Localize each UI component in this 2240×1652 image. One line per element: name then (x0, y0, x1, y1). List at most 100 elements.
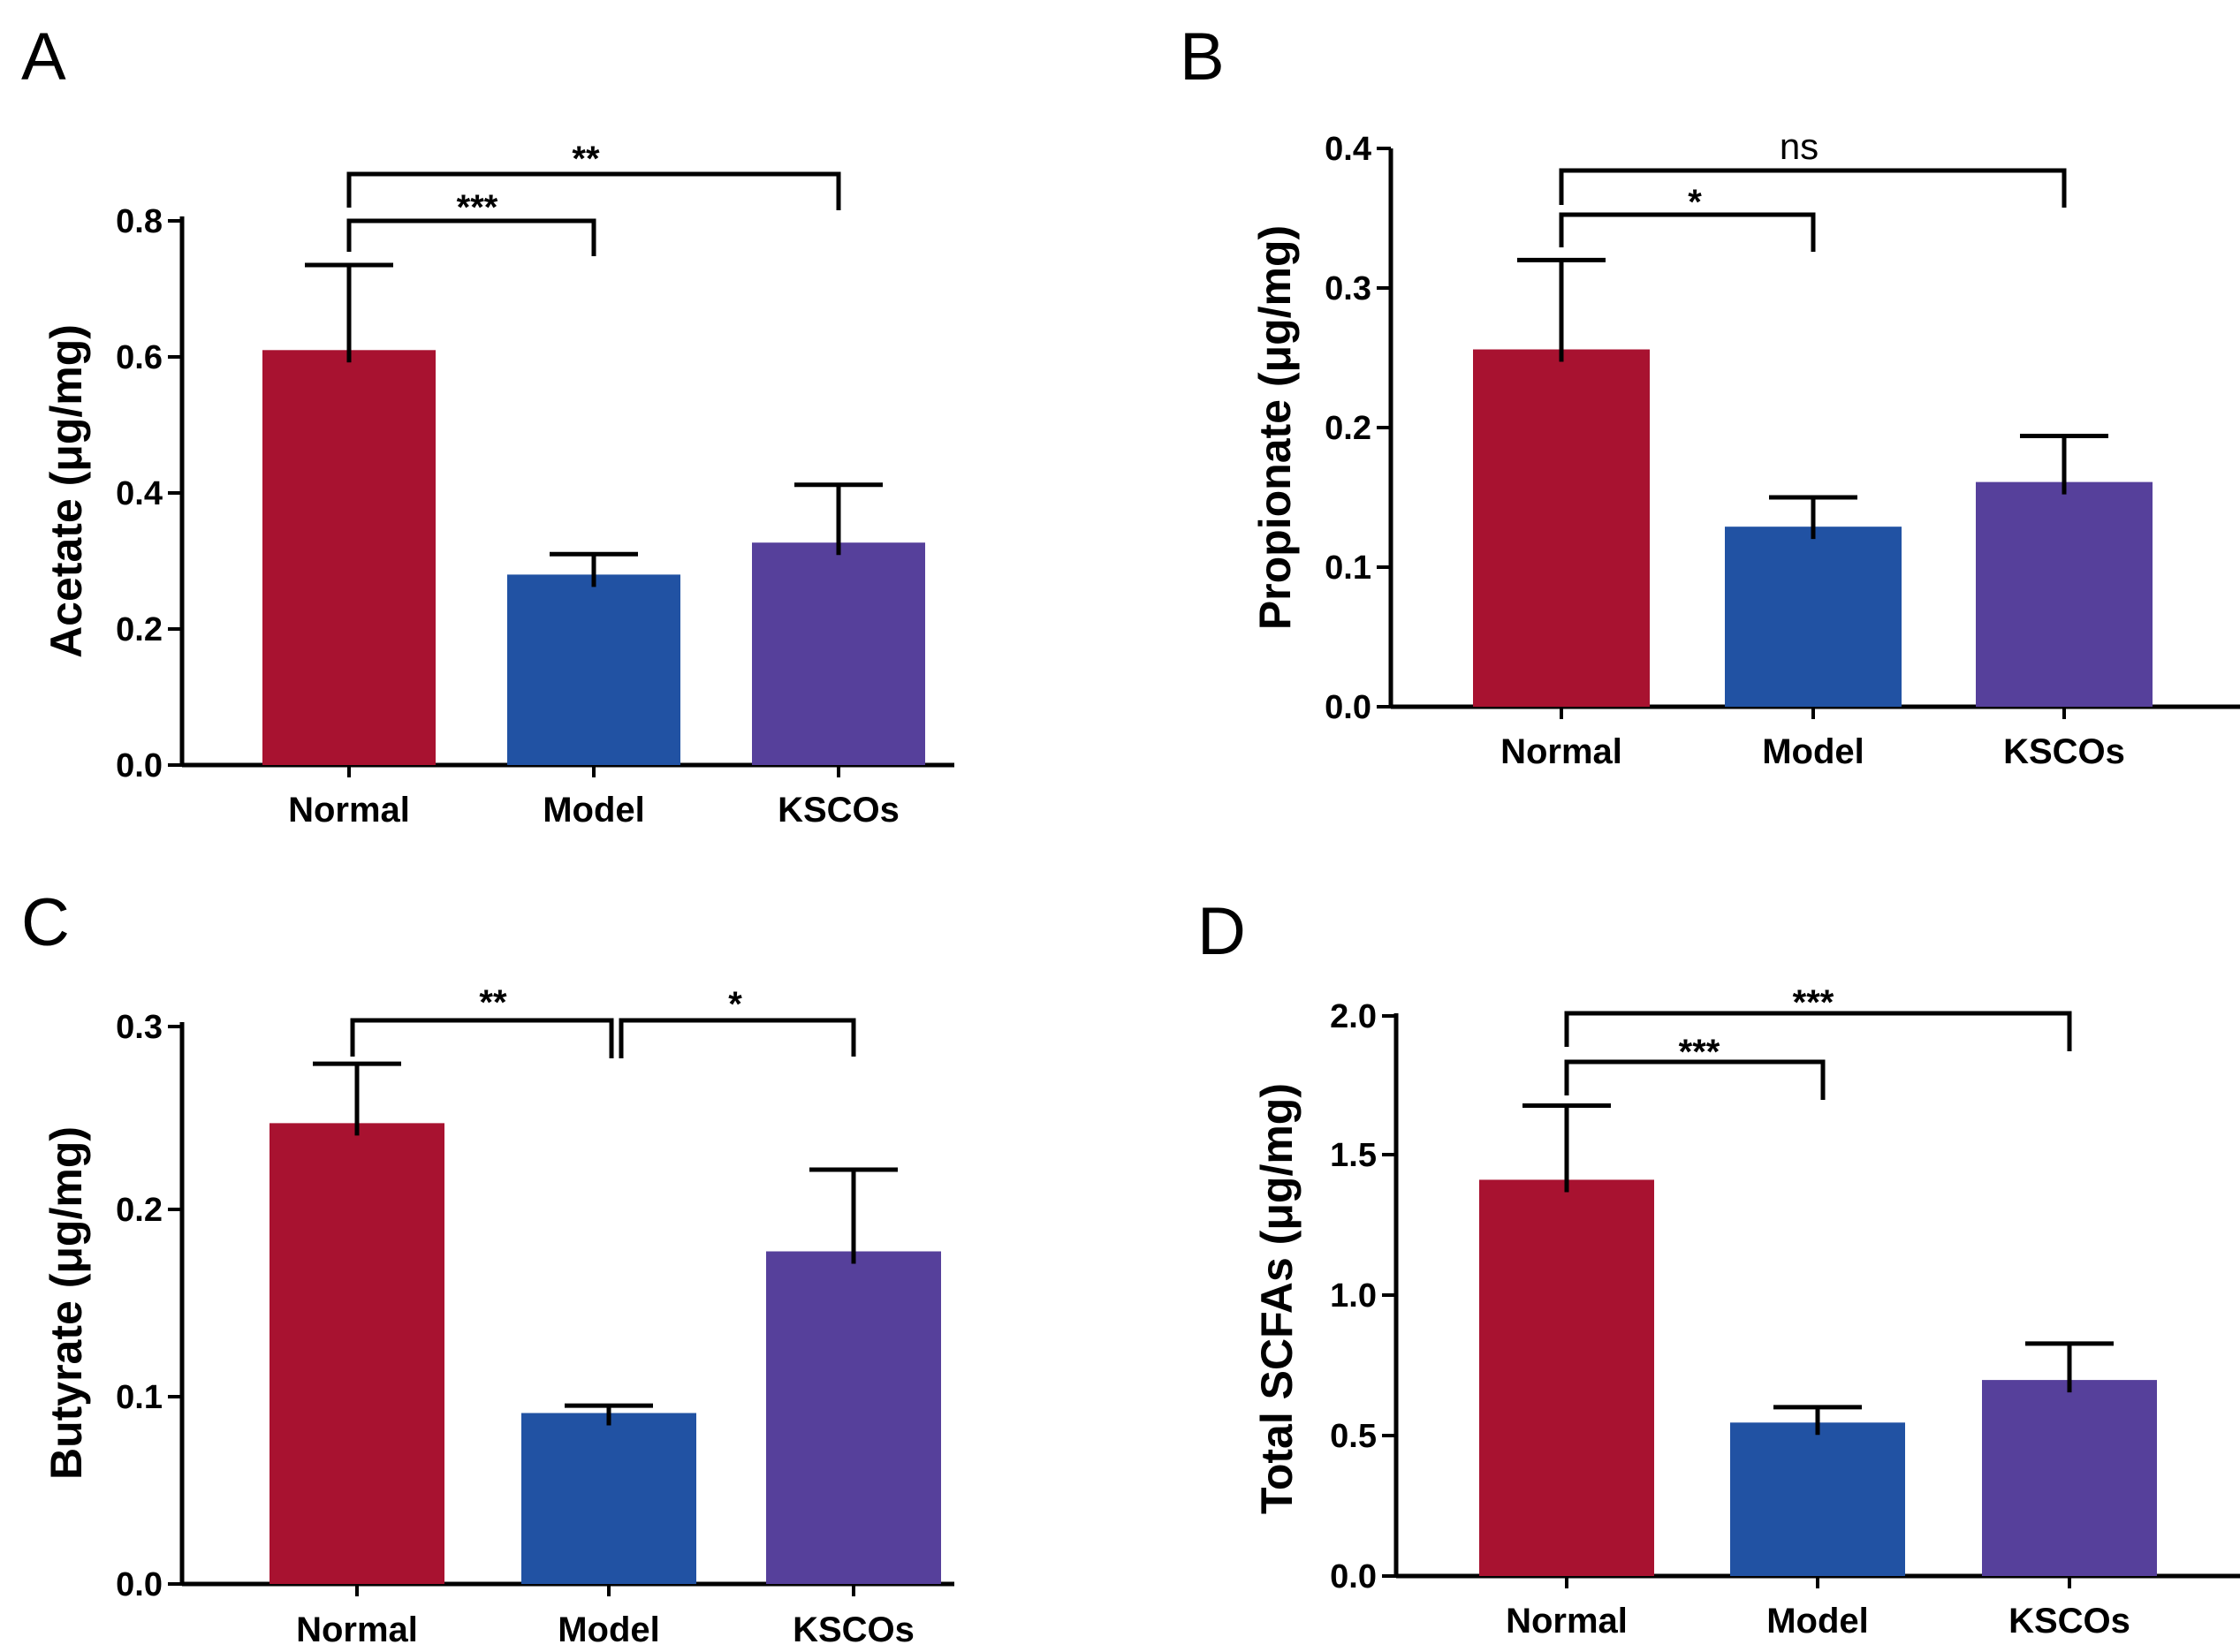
panel-b-error-normal (1517, 257, 1606, 362)
panel-c-error-model (565, 1403, 653, 1426)
svg-text:0.4: 0.4 (1325, 131, 1371, 168)
panel-a-bar-normal (262, 350, 436, 765)
svg-text:0.3: 0.3 (1325, 270, 1371, 307)
svg-text:0.0: 0.0 (1325, 689, 1371, 726)
panel-a-bracket-normal-kscos (346, 171, 841, 210)
panel-c-ytick: 0.2 (116, 1192, 182, 1229)
svg-text:0.5: 0.5 (1330, 1418, 1377, 1455)
panel-d: D 0.0 0.5 1.0 1.5 2.0 Total SCFAs (μg/mg… (1197, 894, 2240, 1641)
svg-text:0.2: 0.2 (116, 611, 163, 648)
panel-b-sig-brackets: * ns (1559, 125, 2067, 252)
panel-d-error-bars (1522, 1103, 2114, 1436)
panel-b-bracket-normal-model (1559, 212, 1816, 252)
svg-text:0.3: 0.3 (116, 1009, 163, 1046)
panel-b-ylabel: Propionate (μg/mg) (1250, 225, 1300, 630)
panel-c-yticks: 0.0 0.1 0.2 0.3 (116, 1009, 182, 1603)
panel-d-bar-model (1730, 1422, 1905, 1576)
panel-b-bars (1473, 349, 2153, 707)
panel-b-error-model (1769, 495, 1857, 540)
svg-text:0.1: 0.1 (116, 1379, 163, 1416)
panel-a-bar-kscos (752, 542, 925, 765)
panel-d-ytick: 1.5 (1330, 1137, 1396, 1174)
panel-c-sig-brackets: ** * (350, 983, 856, 1058)
panel-a-yticks: 0.0 0.2 0.4 0.6 0.8 (116, 203, 182, 784)
panel-b-bar-model (1725, 527, 1902, 707)
panel-b-xticks (1560, 707, 2066, 719)
svg-text:0.2: 0.2 (1325, 410, 1371, 447)
panel-b-bar-kscos (1976, 481, 2153, 707)
panel-a-error-bars (305, 262, 883, 587)
svg-text:2.0: 2.0 (1330, 998, 1377, 1035)
panel-a-xlabel-model: Model (543, 791, 645, 830)
panel-c-bars (270, 1123, 941, 1584)
svg-text:1.5: 1.5 (1330, 1137, 1377, 1174)
panel-a-bracket-normal-model (346, 218, 596, 256)
panel-d-xticks (1565, 1576, 2071, 1588)
panel-d-bracket-normal-kscos (1564, 1011, 2072, 1051)
panel-c: C 0.0 0.1 0.2 0.3 Butyrate (μg/mg) Norma… (21, 885, 954, 1649)
panel-b-letter: B (1180, 19, 1225, 95)
panel-a-error-kscos (794, 482, 883, 556)
svg-text:0.0: 0.0 (1330, 1558, 1377, 1595)
panel-c-ytick: 0.1 (116, 1379, 182, 1416)
panel-d-bracket-normal-model (1564, 1059, 1826, 1100)
panel-d-sig-normal-model: *** (1679, 1033, 1720, 1072)
panel-d-bar-normal (1479, 1179, 1654, 1576)
panel-c-xlabel-normal: Normal (296, 1610, 418, 1649)
panel-d-bars (1479, 1179, 2157, 1576)
panel-d-letter: D (1197, 894, 1246, 969)
panel-c-sig-normal-model: ** (479, 983, 507, 1022)
panel-d-bar-kscos (1982, 1380, 2157, 1576)
panel-a-ytick: 0.4 (116, 475, 182, 512)
panel-a-sig-normal-model: *** (457, 188, 498, 227)
panel-c-sig-model-kscos: * (728, 985, 742, 1024)
panel-a-bar-model (507, 574, 680, 765)
panel-d-ytick: 1.0 (1330, 1277, 1396, 1315)
panel-b-ytick: 0.1 (1325, 549, 1391, 587)
svg-text:0.2: 0.2 (116, 1192, 163, 1229)
panel-d-error-normal (1522, 1103, 1611, 1193)
panel-c-bar-model (521, 1413, 696, 1584)
panel-b-error-bars (1517, 257, 2108, 540)
panel-b-yticks: 0.0 0.1 0.2 0.3 0.4 (1325, 131, 1391, 726)
svg-text:0.1: 0.1 (1325, 549, 1371, 587)
panel-b-ytick: 0.0 (1325, 689, 1391, 726)
panel-a-letter: A (21, 19, 66, 95)
panel-d-sig-brackets: *** *** (1564, 983, 2072, 1100)
panel-a-ytick: 0.6 (116, 339, 182, 376)
panel-b-sig-normal-model: * (1688, 183, 1702, 222)
panel-a-xlabel-normal: Normal (288, 791, 410, 830)
panel-b-bar-normal (1473, 349, 1650, 707)
panel-a-error-normal (305, 262, 393, 363)
panel-d-xlabel-model: Model (1766, 1602, 1869, 1641)
svg-text:1.0: 1.0 (1330, 1277, 1377, 1315)
panel-b-ytick: 0.4 (1325, 131, 1391, 168)
panel-c-xlabel-model: Model (558, 1610, 660, 1649)
panel-d-xlabel-kscos: KSCOs (2008, 1602, 2130, 1641)
svg-text:0.6: 0.6 (116, 339, 163, 376)
svg-text:0.0: 0.0 (116, 747, 163, 784)
panel-d-xlabel-normal: Normal (1506, 1602, 1628, 1641)
panel-d-error-model (1773, 1405, 1862, 1436)
panel-b: B 0.0 0.1 0.2 0.3 0.4 Propionate (μg/mg) (1180, 19, 2240, 771)
panel-c-letter: C (21, 885, 70, 960)
panel-a-ylabel: Acetate (μg/mg) (42, 324, 91, 658)
svg-text:0.8: 0.8 (116, 203, 163, 240)
panel-a: A 0.0 0.2 0.4 0.6 0.8 Acetate (μg/mg) (21, 19, 954, 830)
panel-c-bar-normal (270, 1123, 444, 1584)
panel-d-ytick: 2.0 (1330, 998, 1396, 1035)
panel-a-ytick: 0.2 (116, 611, 182, 648)
panel-c-ytick: 0.0 (116, 1566, 182, 1603)
panel-d-sig-normal-kscos: *** (1793, 983, 1834, 1022)
panel-a-bars (262, 350, 925, 765)
panel-a-xlabel-kscos: KSCOs (778, 791, 900, 830)
panel-d-ytick: 0.5 (1330, 1418, 1396, 1455)
panel-b-xlabel-kscos: KSCOs (2003, 732, 2125, 771)
panel-c-ylabel: Butyrate (μg/mg) (42, 1126, 91, 1480)
panel-b-bracket-normal-kscos (1559, 168, 2067, 208)
svg-text:0.0: 0.0 (116, 1566, 163, 1603)
panel-b-xlabel-normal: Normal (1500, 732, 1622, 771)
panel-b-ytick: 0.3 (1325, 270, 1391, 307)
panel-a-error-model (550, 551, 638, 587)
